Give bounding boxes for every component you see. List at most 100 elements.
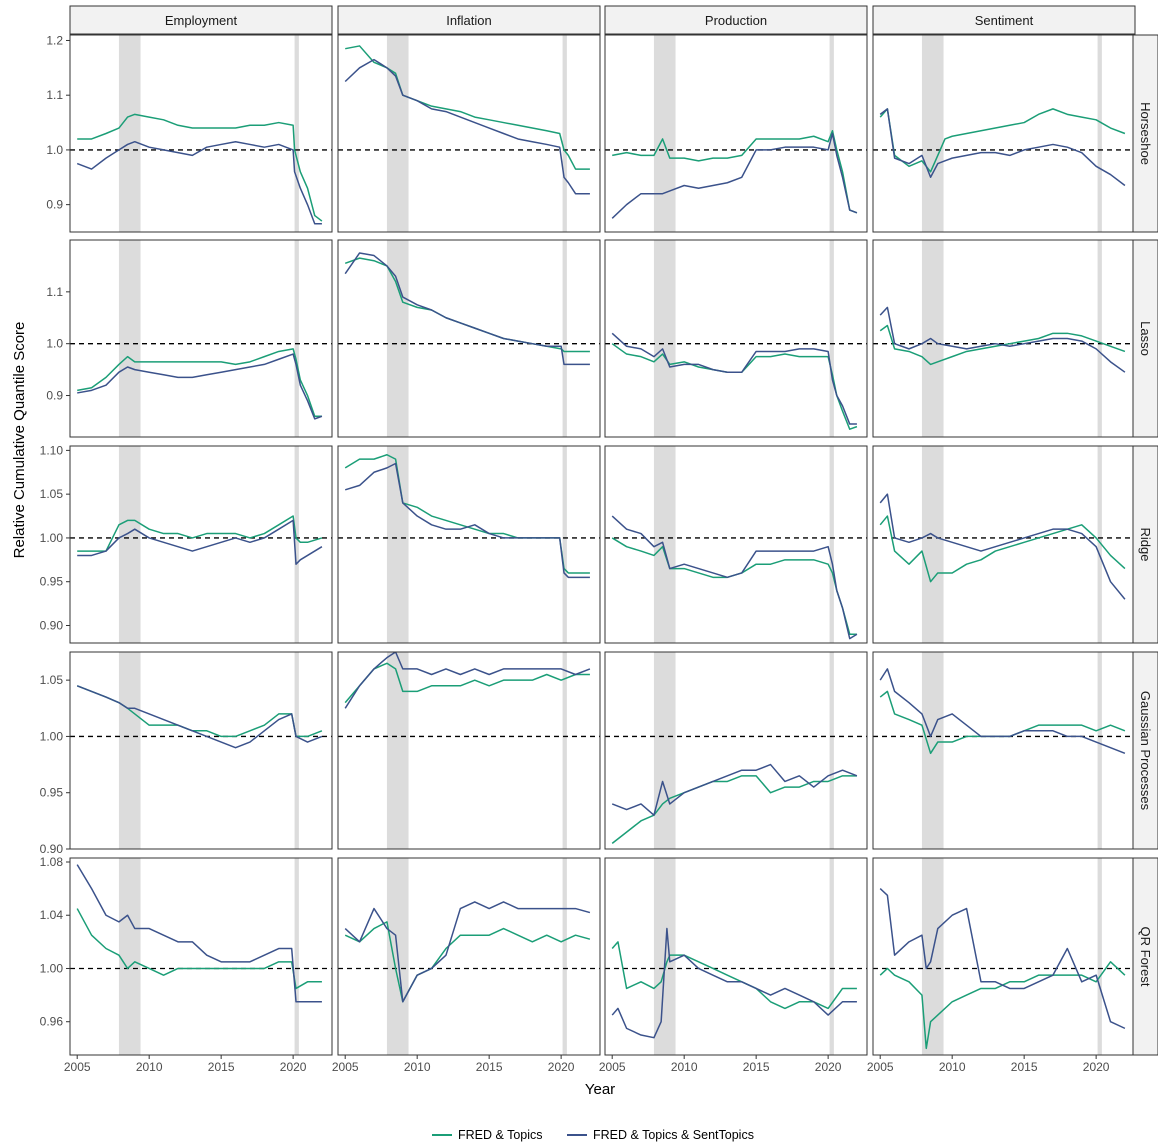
strip-horseshoe: Horseshoe	[1132, 34, 1158, 233]
x-axis-sentiment: 2005 2010 2015 2020	[867, 1055, 1110, 1074]
y-tick-label: 1.1	[46, 285, 63, 299]
strip-sentiment: Sentiment	[872, 5, 1136, 35]
panel-border	[337, 445, 601, 644]
recession-band	[294, 858, 299, 1055]
panel-plot-area	[605, 35, 867, 232]
recession-band	[653, 35, 676, 232]
panel-lasso-production	[604, 239, 868, 438]
series-line-fred-topics	[77, 113, 323, 222]
panel-border	[69, 34, 333, 233]
legend-label-fred-topics-senttopics: FRED & Topics & SentTopics	[593, 1128, 754, 1142]
series-line-fred-topics-senttopics	[344, 58, 590, 195]
panel-border	[69, 857, 333, 1056]
legend: FRED & Topics FRED & Topics & SentTopics	[432, 1128, 754, 1142]
y-tick-label: 1.05	[40, 673, 64, 687]
y-tick-label: 1.0	[46, 143, 63, 157]
series-line-fred-topics-senttopics	[76, 140, 322, 225]
panel-plot-area	[605, 446, 867, 643]
panel-plot-area	[873, 858, 1135, 1055]
recession-band	[1097, 652, 1102, 849]
panel-background	[605, 652, 867, 849]
recession-band	[118, 652, 141, 849]
legend-label-fred-topics: FRED & Topics	[458, 1128, 543, 1142]
y-axis-horseshoe: 0.9 1.0 1.1 1.2	[46, 33, 70, 212]
y-tick-label: 1.1	[46, 88, 63, 102]
panel-horseshoe-inflation	[337, 34, 601, 233]
recession-band	[562, 240, 567, 437]
panel-background	[338, 858, 600, 1055]
panel-horseshoe-employment	[69, 34, 333, 233]
y-tick-label: 1.05	[40, 487, 64, 501]
y-axis-qr-forest: 0.96 1.00 1.04 1.08	[40, 855, 70, 1029]
recession-band	[386, 35, 409, 232]
series-line-fred-topics	[879, 515, 1126, 583]
panel-background	[338, 652, 600, 849]
panel-qr-forest-employment	[69, 857, 333, 1056]
panel-background	[70, 446, 332, 643]
recession-band	[921, 858, 944, 1055]
y-tick-label: 1.00	[40, 729, 64, 743]
y-tick-label: 0.90	[40, 618, 64, 632]
panel-qr-forest-inflation	[337, 857, 601, 1056]
x-tick-label: 2015	[743, 1060, 770, 1074]
panel-gaussian-processes-inflation	[337, 651, 601, 850]
series-line-fred-topics	[344, 921, 591, 1003]
x-tick-label: 2020	[815, 1060, 842, 1074]
y-tick-label: 1.08	[40, 855, 64, 869]
panel-plot-area	[605, 858, 867, 1055]
y-tick-label: 0.95	[40, 575, 64, 589]
panel-plot-area	[873, 446, 1135, 643]
panel-background	[605, 858, 867, 1055]
strip-bg	[872, 5, 1136, 35]
panel-background	[605, 446, 867, 643]
strip-label: Horseshoe	[1138, 102, 1153, 165]
panel-qr-forest-production	[604, 857, 868, 1056]
row-strips: Horseshoe Lasso Ridge Gaussian Processes QR …	[1132, 34, 1158, 1056]
strip-bg	[1132, 857, 1158, 1056]
strip-bg	[604, 5, 868, 35]
series-line-fred-topics-senttopics	[879, 493, 1126, 600]
recession-band	[562, 35, 567, 232]
recession-band	[829, 446, 834, 643]
series-line-fred-topics-senttopics	[879, 108, 1126, 187]
panel-ridge-inflation	[337, 445, 601, 644]
strip-production: Production	[604, 5, 868, 35]
panel-border	[604, 239, 868, 438]
series-line-fred-topics-senttopics	[76, 685, 323, 749]
y-axis-ridge: 0.90 0.95 1.00 1.05 1.10	[40, 443, 70, 632]
recession-band	[386, 652, 409, 849]
y-tick-label: 0.95	[40, 786, 64, 800]
series-line-fred-topics	[879, 324, 1126, 366]
panel-background	[873, 35, 1135, 232]
x-axis-title: Year	[585, 1081, 615, 1098]
x-tick-label: 2010	[939, 1060, 966, 1074]
panel-ridge-sentiment	[872, 445, 1136, 644]
series-line-fred-topics-senttopics	[879, 668, 1126, 755]
panel-background	[70, 35, 332, 232]
panel-background	[605, 240, 867, 437]
strip-label: Lasso	[1138, 321, 1153, 356]
series-line-fred-topics-senttopics	[611, 927, 857, 1039]
strip-label: Production	[705, 13, 767, 28]
recession-band	[921, 240, 944, 437]
panel-background	[873, 858, 1135, 1055]
series-line-fred-topics-senttopics	[344, 462, 590, 579]
panel-background	[70, 240, 332, 437]
x-tick-label: 2020	[280, 1060, 307, 1074]
recession-band	[829, 652, 834, 849]
strip-bg	[69, 5, 333, 35]
y-axis-lasso: 0.9 1.0 1.1	[46, 285, 70, 403]
recession-band	[921, 446, 944, 643]
x-tick-label: 2015	[208, 1060, 235, 1074]
y-axis-gaussian-processes: 0.90 0.95 1.00 1.05	[40, 673, 70, 856]
panel-background	[70, 652, 332, 849]
series-line-fred-topics-senttopics	[77, 519, 323, 565]
panel-plot-area	[338, 446, 600, 643]
panel-plot-area	[338, 652, 600, 849]
panel-plot-area	[70, 240, 332, 437]
series-line-fred-topics-senttopics	[611, 332, 857, 425]
panel-background	[873, 240, 1135, 437]
panel-plot-area	[70, 446, 332, 643]
series-line-fred-topics-senttopics	[611, 763, 858, 816]
